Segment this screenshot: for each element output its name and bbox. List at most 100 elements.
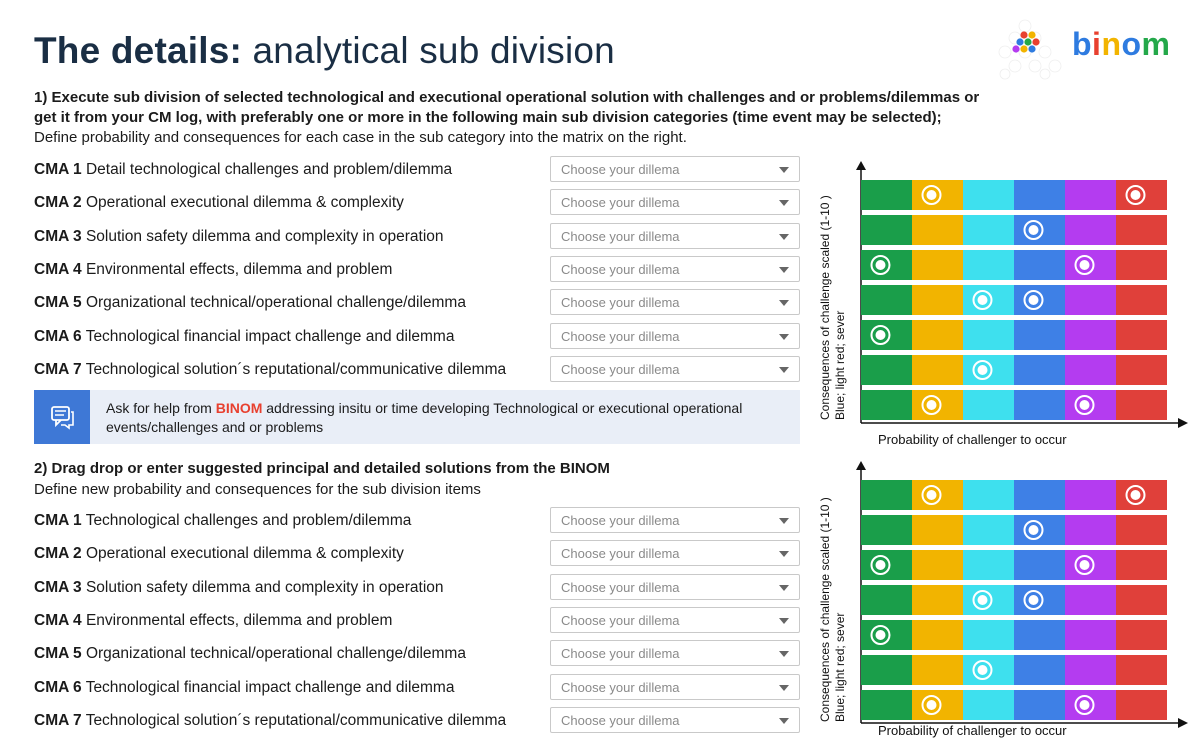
point-ring bbox=[870, 625, 891, 645]
logo-letter: m bbox=[1141, 26, 1171, 62]
matrix-cell bbox=[861, 620, 912, 650]
point-ring bbox=[870, 325, 891, 345]
dilemma-select[interactable]: Choose your dillema bbox=[550, 540, 800, 566]
cma-code: CMA 6 bbox=[34, 679, 82, 696]
select-placeholder: Choose your dillema bbox=[561, 362, 680, 377]
matrix-cell bbox=[912, 215, 963, 245]
chat-icon-box[interactable] bbox=[34, 390, 90, 444]
dilemma-select[interactable]: Choose your dillema bbox=[550, 289, 800, 315]
matrix2-ylabel-line1: Consequences of challenge scaled (1-10 ) bbox=[818, 497, 832, 722]
point-dot bbox=[926, 400, 937, 410]
matrix-cell bbox=[1116, 320, 1167, 350]
dilemma-select[interactable]: Choose your dillema bbox=[550, 607, 800, 633]
matrix-cell bbox=[1116, 620, 1167, 650]
matrix-cell bbox=[1116, 550, 1167, 580]
cma-code: CMA 1 bbox=[34, 512, 82, 529]
matrix-cell bbox=[912, 355, 963, 385]
dilemma-select[interactable]: Choose your dillema bbox=[550, 674, 800, 700]
y-axis-arrow-icon bbox=[856, 161, 866, 170]
dilemma-select[interactable]: Choose your dillema bbox=[550, 223, 800, 249]
matrix-cell bbox=[1065, 620, 1116, 650]
matrix-cell bbox=[963, 355, 1014, 385]
matrix-cell bbox=[1014, 215, 1065, 245]
matrix-point bbox=[1074, 255, 1095, 275]
point-dot bbox=[1028, 225, 1039, 235]
cma-code: CMA 3 bbox=[34, 579, 82, 596]
point-ring bbox=[870, 255, 891, 275]
matrix-cell bbox=[1116, 215, 1167, 245]
select-placeholder: Choose your dillema bbox=[561, 613, 680, 628]
page-title: The details: analytical sub division bbox=[34, 30, 615, 72]
matrix-cell bbox=[861, 585, 912, 615]
matrix1-ylabel: Consequences of challenge scaled (1-10 )… bbox=[818, 195, 848, 420]
point-dot bbox=[926, 190, 937, 200]
matrix-cell bbox=[861, 180, 912, 210]
chevron-down-icon bbox=[779, 551, 789, 557]
dilemma-select[interactable]: Choose your dillema bbox=[550, 507, 800, 533]
dilemma-select[interactable]: Choose your dillema bbox=[550, 256, 800, 282]
point-ring bbox=[972, 590, 993, 610]
dilemma-select[interactable]: Choose your dillema bbox=[550, 574, 800, 600]
point-dot bbox=[1079, 700, 1090, 710]
cma-code: CMA 7 bbox=[34, 361, 82, 378]
matrix1-xlabel: Probability of challenger to occur bbox=[878, 432, 1067, 447]
point-dot bbox=[1028, 295, 1039, 305]
cma-row: CMA 1 Detail technological challenges an… bbox=[34, 156, 804, 184]
matrix-cell bbox=[1065, 690, 1116, 720]
help-banner[interactable]: Ask for help from BINOM addressing insit… bbox=[34, 390, 800, 444]
matrix-cell bbox=[1116, 515, 1167, 545]
x-axis-arrow-icon bbox=[1178, 418, 1188, 428]
risk-matrix-2 bbox=[856, 461, 1188, 728]
chevron-down-icon bbox=[779, 585, 789, 591]
matrix-cell bbox=[1116, 690, 1167, 720]
select-placeholder: Choose your dillema bbox=[561, 713, 680, 728]
point-dot bbox=[875, 330, 886, 340]
cma-text: Technological financial impact challenge… bbox=[85, 328, 455, 345]
dilemma-select[interactable]: Choose your dillema bbox=[550, 707, 800, 733]
matrix-cell bbox=[1065, 480, 1116, 510]
cma-code: CMA 4 bbox=[34, 261, 82, 278]
chevron-down-icon bbox=[779, 685, 789, 691]
matrix-cell bbox=[861, 550, 912, 580]
point-ring bbox=[972, 360, 993, 380]
select-placeholder: Choose your dillema bbox=[561, 680, 680, 695]
matrix-cell bbox=[912, 655, 963, 685]
matrix-cell bbox=[861, 655, 912, 685]
matrix-cell bbox=[1065, 215, 1116, 245]
matrix-cell bbox=[1014, 480, 1065, 510]
point-ring bbox=[1023, 590, 1044, 610]
matrix-cell bbox=[1116, 250, 1167, 280]
section2-line1: 2) Drag drop or enter suggested principa… bbox=[34, 460, 610, 477]
matrix-cell bbox=[963, 285, 1014, 315]
cma-row: CMA 6 Technological financial impact cha… bbox=[34, 323, 804, 351]
matrix-cell bbox=[963, 480, 1014, 510]
matrix-cell bbox=[1065, 250, 1116, 280]
point-dot bbox=[875, 560, 886, 570]
point-dot bbox=[1028, 595, 1039, 605]
matrix-point bbox=[870, 255, 891, 275]
dilemma-select[interactable]: Choose your dillema bbox=[550, 189, 800, 215]
dilemma-select[interactable]: Choose your dillema bbox=[550, 356, 800, 382]
cma-row: CMA 3 Solution safety dilemma and comple… bbox=[34, 574, 804, 602]
dilemma-select[interactable]: Choose your dillema bbox=[550, 640, 800, 666]
point-dot bbox=[875, 630, 886, 640]
chevron-down-icon bbox=[779, 367, 789, 373]
chevron-down-icon bbox=[779, 234, 789, 240]
matrix-point bbox=[1023, 520, 1044, 540]
point-dot bbox=[926, 700, 937, 710]
matrix-cell bbox=[1065, 285, 1116, 315]
x-axis-arrow-icon bbox=[1178, 718, 1188, 728]
cma-text: Organizational technical/operational cha… bbox=[85, 294, 466, 311]
cma-row: CMA 2 Operational executional dilemma & … bbox=[34, 540, 804, 568]
matrix-cell bbox=[963, 690, 1014, 720]
point-dot bbox=[1079, 400, 1090, 410]
chevron-down-icon bbox=[779, 718, 789, 724]
select-placeholder: Choose your dillema bbox=[561, 580, 680, 595]
logo-letter: o bbox=[1121, 26, 1142, 62]
matrix-point bbox=[1023, 290, 1044, 310]
help-brand-link[interactable]: BINOM bbox=[215, 400, 263, 416]
dilemma-select[interactable]: Choose your dillema bbox=[550, 156, 800, 182]
dilemma-select[interactable]: Choose your dillema bbox=[550, 323, 800, 349]
matrix-point bbox=[870, 625, 891, 645]
cma-code: CMA 1 bbox=[34, 161, 82, 178]
